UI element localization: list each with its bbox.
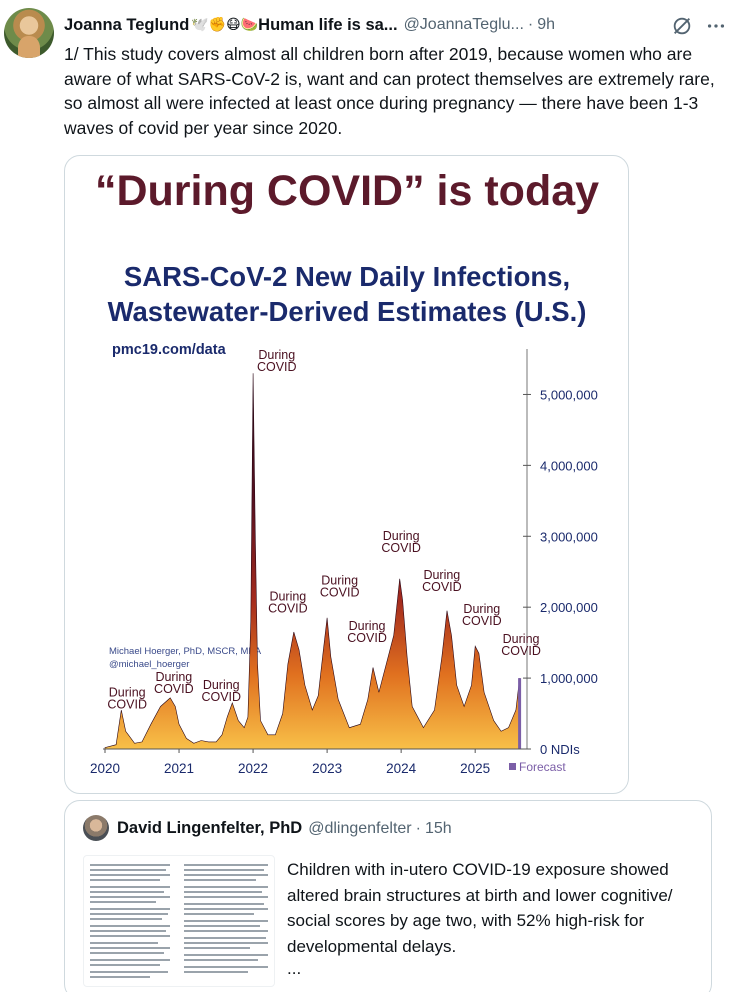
tweet-timestamp[interactable]: 9h: [537, 16, 556, 33]
y-tick-label: 0 NDIs: [540, 742, 580, 757]
tweet-header: Joanna Teglund 🕊️✊😷🍉 Human life is sa...…: [64, 14, 729, 36]
annotation-during-covid: COVID: [462, 614, 502, 628]
y-tick-label: 3,000,000: [540, 529, 598, 544]
credit-handle: @michael_hoerger: [109, 659, 189, 670]
quote-separator: ·: [415, 819, 421, 837]
author-handle[interactable]: @JoannaTeglu...: [403, 16, 524, 33]
chart-title-line2: Wastewater-Derived Estimates (U.S.): [108, 296, 587, 327]
paper-page-icon: [90, 864, 268, 978]
author-name-suffix[interactable]: Human life is sa...: [258, 15, 398, 34]
y-tick-label: 1,000,000: [540, 671, 598, 686]
quote-author-handle[interactable]: @dlingenfelter: [308, 819, 412, 837]
grok-icon[interactable]: [671, 15, 693, 37]
annotation-during-covid: COVID: [107, 698, 147, 712]
author-emojis: 🕊️✊😷🍉: [191, 17, 259, 33]
quote-author-avatar[interactable]: [83, 815, 109, 841]
x-tick-label: 2020: [90, 761, 120, 776]
quote-text: Children with in-utero COVID-19 exposure…: [287, 860, 673, 956]
y-tick-label: 2,000,000: [540, 600, 598, 615]
author-avatar[interactable]: [4, 8, 54, 58]
annotation-during-covid: During: [423, 568, 460, 582]
annotation-during-covid: COVID: [154, 682, 194, 696]
x-tick-label: 2021: [164, 761, 194, 776]
credit-name: Michael Hoerger, PhD, MSCR, MBA: [109, 646, 262, 657]
annotation-during-covid: During: [109, 686, 146, 700]
annotation-during-covid: COVID: [320, 586, 360, 600]
author-display-name[interactable]: Joanna Teglund: [64, 15, 190, 34]
media-headline: “During COVID” is today: [95, 167, 599, 215]
annotation-during-covid: COVID: [201, 690, 241, 704]
chart-title-line1: SARS-CoV-2 New Daily Infections,: [124, 261, 570, 292]
x-tick-label: 2025: [460, 761, 490, 776]
x-tick-label: 2023: [312, 761, 342, 776]
x-tick-label: 2024: [386, 761, 417, 776]
source-url: pmc19.com/data: [112, 342, 227, 358]
y-tick-label: 5,000,000: [540, 387, 598, 402]
quote-author-name[interactable]: David Lingenfelter, PhD: [117, 819, 303, 837]
infections-chart: “During COVID” is today SARS-CoV-2 New D…: [90, 167, 599, 776]
forecast-legend-swatch: [509, 763, 516, 770]
quote-ellipsis: ...: [287, 959, 302, 978]
annotation-during-covid: During: [155, 670, 192, 684]
annotation-during-covid: During: [349, 619, 386, 633]
y-tick-label: 4,000,000: [540, 458, 598, 473]
annotation-during-covid: During: [258, 348, 295, 362]
annotation-during-covid: During: [463, 602, 500, 616]
annotation-during-covid: COVID: [501, 644, 541, 658]
annotation-during-covid: During: [269, 589, 306, 603]
tweet-text: 1/ This study covers almost all children…: [64, 44, 715, 138]
annotation-during-covid: COVID: [422, 580, 462, 594]
quoted-tweet[interactable]: David Lingenfelter, PhD @dlingenfelter ·…: [64, 800, 712, 992]
annotation-during-covid: COVID: [381, 541, 421, 555]
tweet-media-image[interactable]: “During COVID” is today SARS-CoV-2 New D…: [64, 155, 629, 794]
quote-header: David Lingenfelter, PhD @dlingenfelter ·…: [117, 819, 452, 838]
annotation-during-covid: COVID: [268, 601, 308, 615]
more-options-icon[interactable]: [705, 15, 727, 37]
quote-paper-thumbnail[interactable]: [83, 855, 275, 987]
annotation-during-covid: During: [203, 678, 240, 692]
quote-timestamp[interactable]: 15h: [424, 819, 452, 837]
annotation-during-covid: COVID: [347, 631, 387, 645]
forecast-legend-label: Forecast: [519, 760, 566, 774]
annotation-during-covid: During: [321, 574, 358, 588]
plot-area: 0 NDIs 1,000,000 2,000,000 3,000,000 4,000,0…: [90, 348, 598, 776]
annotation-during-covid: During: [503, 632, 540, 646]
x-tick-label: 2022: [238, 761, 268, 776]
infections-area: [104, 373, 520, 750]
annotation-during-covid: During: [383, 529, 420, 543]
annotation-during-covid: COVID: [257, 360, 297, 374]
header-separator: ·: [527, 16, 534, 33]
